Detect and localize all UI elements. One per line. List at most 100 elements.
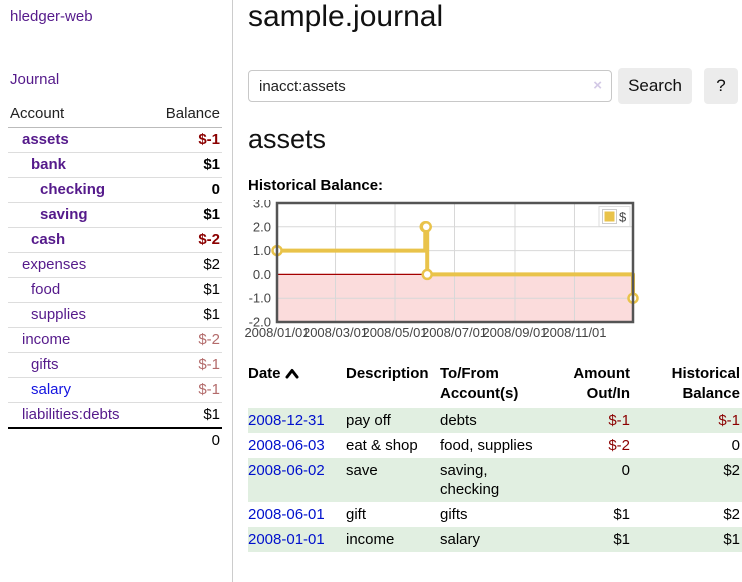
y-axis-label: 0.0: [253, 267, 271, 282]
transaction-row: 2008-06-03 eat & shop food, supplies $-2 0: [248, 433, 742, 458]
register-header-description: Description: [346, 365, 429, 382]
accounts-table: Account Balance assets $-1 bank $1 checking 0…: [8, 101, 222, 453]
account-link-income[interactable]: income: [22, 331, 71, 348]
plot-border: [275, 201, 635, 324]
transaction-amount: $1: [613, 506, 630, 523]
transaction-accounts: saving, checking: [440, 462, 500, 498]
historical-balance-chart: $3.0 2.0 1.0 0.0 -1.0 -2.02008/01/012008/03/0…: [244, 200, 639, 340]
transaction-description: gift: [346, 506, 367, 523]
transaction-amount: 0: [621, 462, 630, 479]
transaction-date-link[interactable]: 2008-06-02: [248, 462, 325, 479]
y-axis-label: -1.0: [249, 291, 271, 306]
x-axis-label: 2008/11/01: [542, 325, 606, 340]
search-button[interactable]: Search: [618, 68, 692, 104]
account-link-salary[interactable]: salary: [31, 381, 72, 398]
y-axis-label: 2.0: [253, 219, 271, 234]
account-link-bank[interactable]: bank: [31, 156, 67, 173]
transaction-amount: $1: [613, 531, 630, 548]
transaction-description: save: [346, 462, 378, 479]
transaction-description: pay off: [346, 412, 391, 429]
transaction-date-link[interactable]: 2008-06-03: [248, 437, 325, 454]
main-panel: sample.journal × Search ? assets Histori…: [244, 0, 742, 582]
account-balance: $1: [149, 277, 222, 303]
transaction-accounts: debts: [440, 412, 477, 429]
register-header-date[interactable]: Date: [248, 362, 346, 408]
register-header-row: Date Description To/From Account(s) Amou…: [248, 362, 742, 408]
transaction-date-link[interactable]: 2008-01-01: [248, 531, 325, 548]
account-row: liabilities:debts $1: [8, 402, 222, 429]
account-row: food $1: [8, 277, 222, 303]
account-heading: assets: [248, 124, 327, 154]
transaction-date-link[interactable]: 2008-12-31: [248, 412, 325, 429]
register-table: Date Description To/From Account(s) Amou…: [248, 362, 742, 552]
account-link-food[interactable]: food: [31, 281, 61, 298]
account-link-saving[interactable]: saving: [40, 206, 88, 223]
account-link-assets[interactable]: assets: [22, 131, 69, 148]
sidebar: hledger-web Journal Account Balance asse…: [0, 0, 233, 582]
account-balance: $-1: [149, 352, 222, 378]
account-balance: $-2: [149, 327, 222, 353]
account-link-checking[interactable]: checking: [40, 181, 106, 198]
transaction-accounts: food, supplies: [440, 437, 533, 454]
sort-ascending-icon: [285, 365, 299, 385]
x-axis-label: 2008/09/01: [482, 325, 547, 340]
clear-search-icon[interactable]: ×: [593, 77, 602, 94]
x-axis-label: 2008/01/01: [244, 325, 309, 340]
account-row: saving $1: [8, 202, 222, 228]
account-balance: $1: [149, 152, 222, 178]
transaction-amount: $-2: [608, 437, 630, 454]
account-row: income $-2: [8, 327, 222, 353]
accounts-total-row: 0: [8, 427, 222, 453]
transaction-accounts: gifts: [440, 506, 468, 523]
account-balance: $1: [149, 302, 222, 328]
account-balance: $2: [149, 252, 222, 278]
app-title-link[interactable]: hledger-web: [10, 8, 93, 25]
account-row: salary $-1: [8, 377, 222, 403]
y-axis-label: -2.0: [249, 315, 271, 330]
account-balance: $-1: [149, 377, 222, 403]
account-row: gifts $-1: [8, 352, 222, 378]
account-row: checking 0: [8, 177, 222, 203]
y-axis-label: 3.0: [253, 200, 271, 211]
register-header-balance: Historical Balance: [671, 365, 740, 402]
x-axis-label: 2008/03/01: [303, 325, 368, 340]
account-link-liabilities-debts[interactable]: liabilities:debts: [22, 406, 120, 423]
transaction-accounts: salary: [440, 531, 481, 548]
page-title: sample.journal: [248, 0, 444, 33]
journal-link[interactable]: Journal: [10, 71, 60, 88]
account-row: expenses $2: [8, 252, 222, 278]
transaction-balance: 0: [731, 437, 740, 454]
y-axis-label: 1.0: [253, 243, 271, 258]
account-link-cash[interactable]: cash: [31, 231, 66, 248]
transaction-row: 2008-06-01 gift gifts $1 $2: [248, 502, 742, 527]
transaction-row: 2008-12-31 pay off debts $-1 $-1: [248, 408, 742, 433]
chart-label: Historical Balance:: [248, 177, 384, 194]
search-input[interactable]: [248, 70, 612, 102]
account-row: assets $-1: [8, 127, 222, 153]
help-button[interactable]: ?: [704, 68, 738, 104]
transaction-amount: $-1: [608, 412, 630, 429]
account-row: bank $1: [8, 152, 222, 178]
account-link-gifts[interactable]: gifts: [31, 356, 59, 373]
account-balance: 0: [149, 177, 222, 203]
transaction-balance: $-1: [718, 412, 740, 429]
account-balance: $-1: [149, 127, 222, 153]
transaction-row: 2008-01-01 income salary $1 $1: [248, 527, 742, 552]
account-row: cash $-2: [8, 227, 222, 253]
account-balance: $1: [149, 202, 222, 228]
x-axis-label: 2008/05/01: [362, 325, 427, 340]
account-link-supplies[interactable]: supplies: [31, 306, 87, 323]
account-link-expenses[interactable]: expenses: [22, 256, 87, 273]
register-header-accounts: To/From Account(s): [440, 365, 519, 402]
account-balance: $1: [149, 402, 222, 429]
register-header-amount: Amount Out/In: [573, 365, 630, 402]
account-balance: $-2: [149, 227, 222, 253]
legend-label: $: [619, 210, 627, 225]
data-point-marker: [421, 268, 433, 281]
account-row: supplies $1: [8, 302, 222, 328]
accounts-header-account: Account: [8, 101, 150, 128]
transaction-date-link[interactable]: 2008-06-01: [248, 506, 325, 523]
transaction-balance: $2: [723, 506, 740, 523]
x-axis-label: 2008/07/01: [422, 325, 487, 340]
accounts-total-value: 0: [149, 427, 222, 453]
